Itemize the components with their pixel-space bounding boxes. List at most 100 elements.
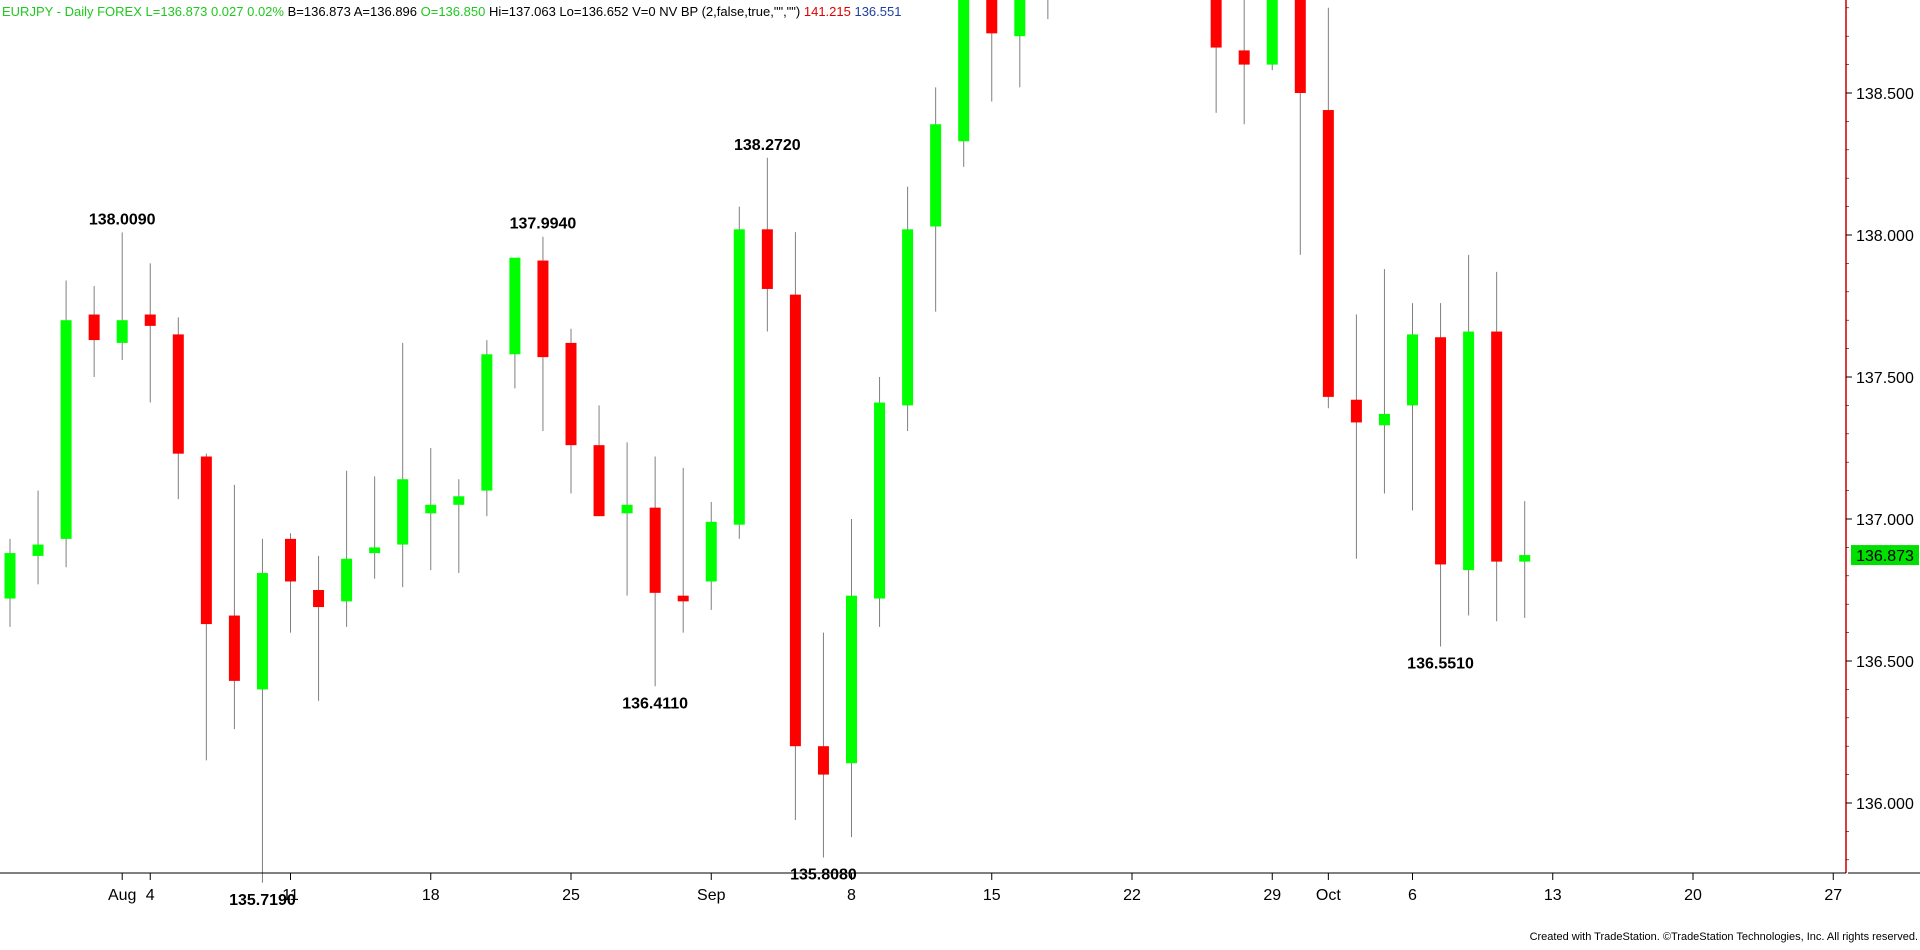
- candle-up: [1463, 331, 1475, 571]
- price-annotation: 135.7190: [229, 892, 296, 909]
- candle-down: [228, 615, 240, 681]
- price-annotation: 138.2720: [734, 137, 801, 154]
- candle-up: [1519, 555, 1531, 562]
- candle-down: [1491, 331, 1503, 562]
- candle-down: [313, 590, 325, 608]
- candle-up: [116, 320, 128, 343]
- candle-up: [705, 521, 717, 582]
- candle-up: [481, 354, 493, 491]
- chart-header: EURJPY - Daily FOREX L=136.873 0.027 0.0…: [2, 4, 901, 19]
- x-tick-label: 25: [562, 887, 580, 904]
- header-part: 0.027: [207, 4, 243, 19]
- price-annotation: 135.8080: [790, 867, 857, 884]
- x-tick-label: 6: [1408, 887, 1417, 904]
- last-price-label: 136.873: [1856, 548, 1914, 565]
- x-tick-label: 15: [983, 887, 1001, 904]
- annotations-group: 138.0090 135.7190 137.9940 136.4110 138.2720…: [89, 137, 1474, 909]
- candle-up: [369, 547, 381, 554]
- header-part: O=136.850: [417, 4, 485, 19]
- candle-up: [4, 553, 16, 599]
- header-part: 0.02%: [244, 4, 285, 19]
- candle-up: [341, 558, 353, 602]
- x-tick-label: 29: [1263, 887, 1281, 904]
- header-part: Hi=137.063: [485, 4, 555, 19]
- candle-up: [846, 595, 857, 764]
- x-tick-label: 18: [422, 887, 440, 904]
- header-part: Lo=136.652: [556, 4, 629, 19]
- candle-up: [32, 544, 44, 556]
- header-part: B=136.873: [284, 4, 351, 19]
- candle-down: [1238, 50, 1250, 65]
- candle-down: [144, 314, 156, 326]
- x-tick-label: 4: [146, 887, 155, 904]
- candle-up: [621, 504, 633, 514]
- candle-down: [1210, 0, 1222, 48]
- header-part: NV BP (2,false,true,"",""): [656, 4, 801, 19]
- candle-down: [761, 229, 773, 289]
- footer-credit: Created with TradeStation. ©TradeStation…: [1530, 931, 1918, 943]
- x-tick-label: Aug: [108, 887, 136, 904]
- y-tick-label: 137.500: [1856, 370, 1914, 387]
- price-annotation: 138.0090: [89, 211, 156, 228]
- candle-down: [817, 746, 829, 775]
- price-annotation: 136.5510: [1407, 656, 1474, 673]
- last-price-marker: 136.873: [1851, 545, 1919, 566]
- candle-up: [453, 496, 465, 505]
- candle-up: [509, 257, 521, 355]
- candle-down: [200, 456, 212, 625]
- x-axis: Aug 4 11 18 25 Sep 8 15 22 29 Oct 6 13 20 27: [108, 873, 1842, 904]
- y-tick-label: 138.500: [1856, 86, 1914, 103]
- candle-up: [733, 229, 745, 525]
- x-tick-label: Oct: [1316, 887, 1341, 904]
- candle-down: [986, 0, 998, 34]
- header-part: V=0: [628, 4, 655, 19]
- x-tick-label: 11: [282, 887, 299, 904]
- candle-down: [88, 314, 100, 341]
- price-annotation: 136.4110: [622, 695, 688, 712]
- x-tick-label: 22: [1123, 887, 1141, 904]
- candle-up: [1266, 0, 1278, 65]
- y-tick-label: 136.000: [1856, 796, 1914, 813]
- candle-up: [1378, 413, 1390, 426]
- candle-up: [425, 504, 437, 514]
- candle-down: [1350, 399, 1362, 423]
- header-part: A=136.896: [351, 4, 417, 19]
- last-price-box: [1851, 545, 1919, 566]
- candle-down: [285, 538, 296, 582]
- y-tick-label: 138.000: [1856, 228, 1914, 245]
- candle-down: [1435, 337, 1447, 565]
- header-part: EURJPY - Daily FOREX: [2, 4, 142, 19]
- x-tick-label: 20: [1684, 887, 1702, 904]
- candle-down: [677, 595, 689, 602]
- candle-down: [1322, 110, 1334, 397]
- candle-down: [593, 445, 605, 517]
- x-tick-label: 8: [847, 887, 856, 904]
- candle-down: [172, 334, 184, 454]
- y-tick-label: 136.500: [1856, 654, 1914, 671]
- candle-up: [60, 320, 72, 539]
- candle-down: [537, 260, 549, 358]
- candle-down: [789, 294, 801, 747]
- candles-group: [4, 0, 1531, 883]
- candle-up: [902, 229, 914, 406]
- header-part: 136.551: [851, 4, 902, 19]
- candle-up: [397, 479, 409, 545]
- candle-up: [958, 0, 970, 142]
- y-tick-label: 137.000: [1856, 512, 1914, 529]
- candle-up: [256, 572, 268, 690]
- candle-up: [874, 402, 886, 599]
- x-tick-label: 13: [1544, 887, 1562, 904]
- candle-up: [930, 124, 942, 227]
- header-part: 141.215: [800, 4, 851, 19]
- candle-down: [565, 342, 577, 446]
- header-part: L=136.873: [142, 4, 207, 19]
- price-annotation: 137.9940: [510, 216, 577, 233]
- x-tick-label: Sep: [697, 887, 726, 904]
- candle-up: [1014, 0, 1026, 37]
- y-axis: 136.000 136.500 137.000 137.500 138.000 138.5…: [1846, 7, 1914, 861]
- candle-up: [1407, 334, 1418, 406]
- candle-down: [649, 507, 661, 593]
- x-tick-label: 27: [1824, 887, 1842, 904]
